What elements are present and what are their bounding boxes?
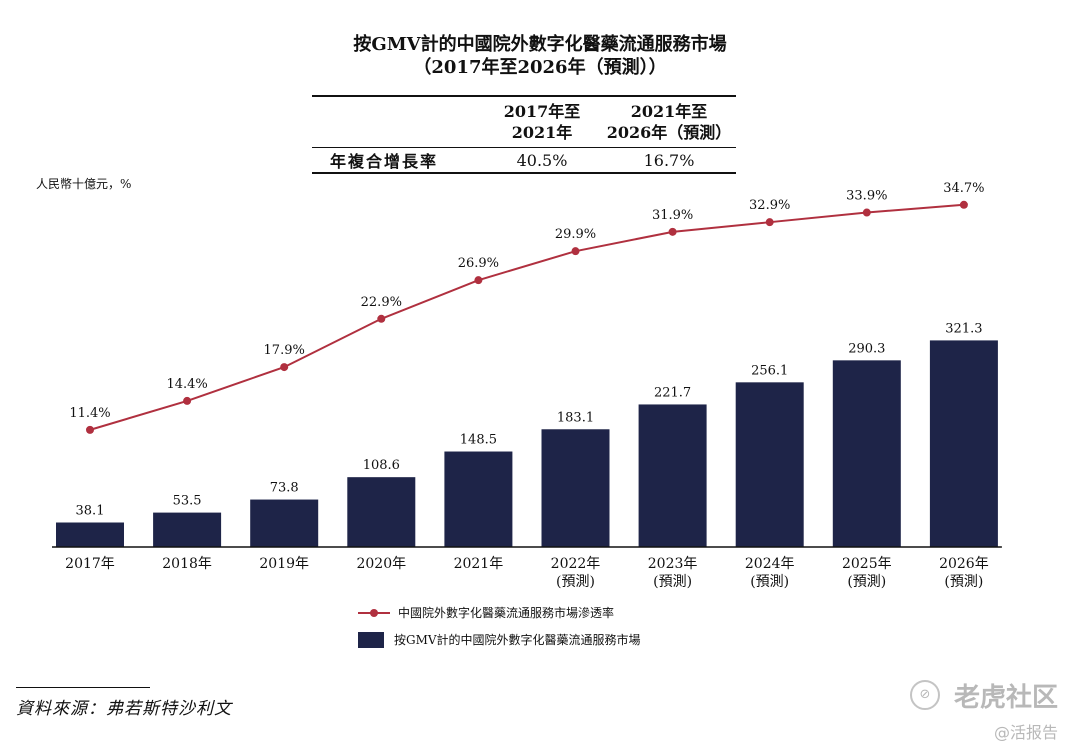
line-point-2 [280, 363, 288, 371]
line-label-5: 29.9% [555, 227, 596, 242]
bar-9 [930, 340, 998, 547]
legend-line-entry: 中國院外數字化醫藥流通服務市場滲透率 [358, 604, 614, 621]
bar-5 [542, 429, 610, 547]
x-tick-label-6-0: 2023年 [648, 556, 698, 572]
line-point-8 [863, 209, 871, 217]
line-label-4: 26.9% [458, 256, 499, 271]
legend-line-label: 中國院外數字化醫藥流通服務市場滲透率 [398, 604, 614, 621]
x-tick-label-8-0: 2025年 [842, 556, 892, 572]
x-tick-label-6-1: (預測) [653, 574, 692, 590]
line-point-3 [377, 315, 385, 323]
x-tick-label-3-0: 2020年 [356, 556, 406, 572]
bar-label-1: 53.5 [173, 494, 202, 509]
line-label-6: 31.9% [652, 208, 693, 223]
x-tick-label-7-0: 2024年 [745, 556, 795, 572]
x-tick-label-5-0: 2022年 [551, 556, 601, 572]
bar-label-0: 38.1 [76, 504, 105, 519]
legend-bar-swatch [358, 632, 384, 648]
bar-4 [444, 452, 512, 547]
line-label-7: 32.9% [749, 198, 790, 213]
bar-8 [833, 360, 901, 547]
bar-label-6: 221.7 [654, 385, 691, 400]
line-point-0 [86, 426, 94, 434]
line-point-1 [183, 397, 191, 405]
watermark-brand: 老虎社区 [954, 677, 1058, 714]
source-note: 資料來源：弗若斯特沙利文 [16, 694, 232, 719]
x-tick-label-1-0: 2018年 [162, 556, 212, 572]
x-tick-label-7-1: (預測) [750, 574, 789, 590]
x-tick-label-4-0: 2021年 [454, 556, 504, 572]
bar-1 [153, 513, 221, 547]
bar-label-8: 290.3 [848, 341, 885, 356]
bar-6 [639, 404, 707, 547]
line-point-7 [766, 218, 774, 226]
legend-bar-entry: 按GMV計的中國院外數字化醫藥流通服務市場 [358, 631, 641, 648]
x-tick-label-9-1: (預測) [944, 574, 983, 590]
line-point-4 [474, 276, 482, 284]
line-point-9 [960, 201, 968, 209]
bar-label-2: 73.8 [270, 481, 299, 496]
watermark-logo-icon: ⊘ [910, 680, 940, 710]
line-label-8: 33.9% [846, 189, 887, 204]
bar-2 [250, 500, 318, 547]
line-label-2: 17.9% [264, 343, 305, 358]
bar-label-5: 183.1 [557, 410, 594, 425]
line-label-0: 11.4% [69, 406, 110, 421]
line-point-6 [669, 228, 677, 236]
legend-line-swatch [358, 605, 390, 621]
combo-chart: 38.1 2017年 53.5 2018年 73.8 2019年 108.6 2020年 148… [0, 0, 1080, 620]
source-divider [16, 687, 150, 688]
bar-7 [736, 382, 804, 547]
line-label-1: 14.4% [166, 377, 207, 392]
bar-label-7: 256.1 [751, 363, 788, 378]
bar-label-3: 108.6 [363, 458, 400, 473]
line-point-5 [572, 247, 580, 255]
line-label-9: 34.7% [943, 181, 984, 196]
watermark-handle: @活报告 [994, 719, 1058, 743]
bar-3 [347, 477, 415, 547]
line-label-3: 22.9% [361, 295, 402, 310]
bar-0 [56, 523, 124, 547]
bar-label-4: 148.5 [460, 433, 497, 448]
x-tick-label-8-1: (預測) [847, 574, 886, 590]
x-tick-label-0-0: 2017年 [65, 556, 115, 572]
x-tick-label-9-0: 2026年 [939, 556, 989, 572]
x-tick-label-5-1: (預測) [556, 574, 595, 590]
bar-label-9: 321.3 [945, 321, 982, 336]
legend-bar-label: 按GMV計的中國院外數字化醫藥流通服務市場 [394, 631, 641, 648]
x-tick-label-2-0: 2019年 [259, 556, 309, 572]
